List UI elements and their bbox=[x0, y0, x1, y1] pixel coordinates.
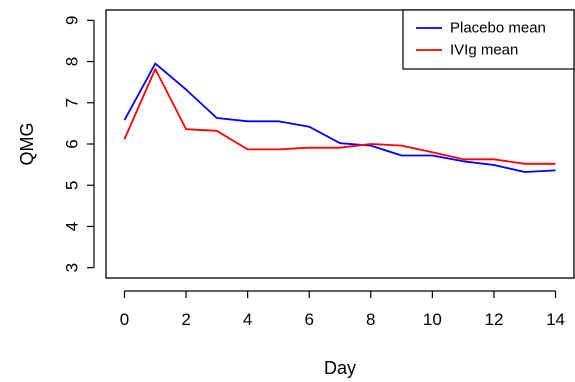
y-tick-label: 8 bbox=[63, 57, 82, 66]
y-tick-label: 9 bbox=[63, 16, 82, 25]
y-tick-label: 7 bbox=[63, 98, 82, 107]
y-axis: 3 4 5 6 7 8 9 bbox=[63, 16, 95, 272]
legend-label: Placebo mean bbox=[450, 20, 546, 37]
y-tick-label: 3 bbox=[63, 263, 82, 272]
x-tick-label: 10 bbox=[423, 310, 442, 329]
x-tick-label: 12 bbox=[484, 310, 503, 329]
series-line-placebo-mean bbox=[123, 62, 556, 173]
series-line-ivig-mean bbox=[123, 68, 556, 165]
y-tick-label: 6 bbox=[63, 139, 82, 148]
plot-area-frame bbox=[105, 9, 575, 279]
legend: Placebo mean IVIg mean bbox=[402, 9, 575, 70]
y-tick-label: 4 bbox=[63, 222, 82, 231]
x-axis-title: Day bbox=[324, 358, 356, 378]
x-tick-label: 2 bbox=[181, 310, 190, 329]
legend-box bbox=[402, 9, 575, 70]
legend-label: IVIg mean bbox=[450, 42, 518, 59]
x-tick-label: 6 bbox=[304, 310, 313, 329]
x-tick-label: 0 bbox=[120, 310, 129, 329]
series-layer bbox=[123, 62, 556, 173]
x-axis: 0 2 4 6 8 10 12 14 bbox=[120, 290, 565, 329]
x-tick-label: 8 bbox=[366, 310, 375, 329]
x-tick-label: 14 bbox=[546, 310, 565, 329]
y-tick-label: 5 bbox=[63, 180, 82, 189]
y-axis-title: QMG bbox=[17, 123, 37, 166]
x-tick-label: 4 bbox=[243, 310, 252, 329]
